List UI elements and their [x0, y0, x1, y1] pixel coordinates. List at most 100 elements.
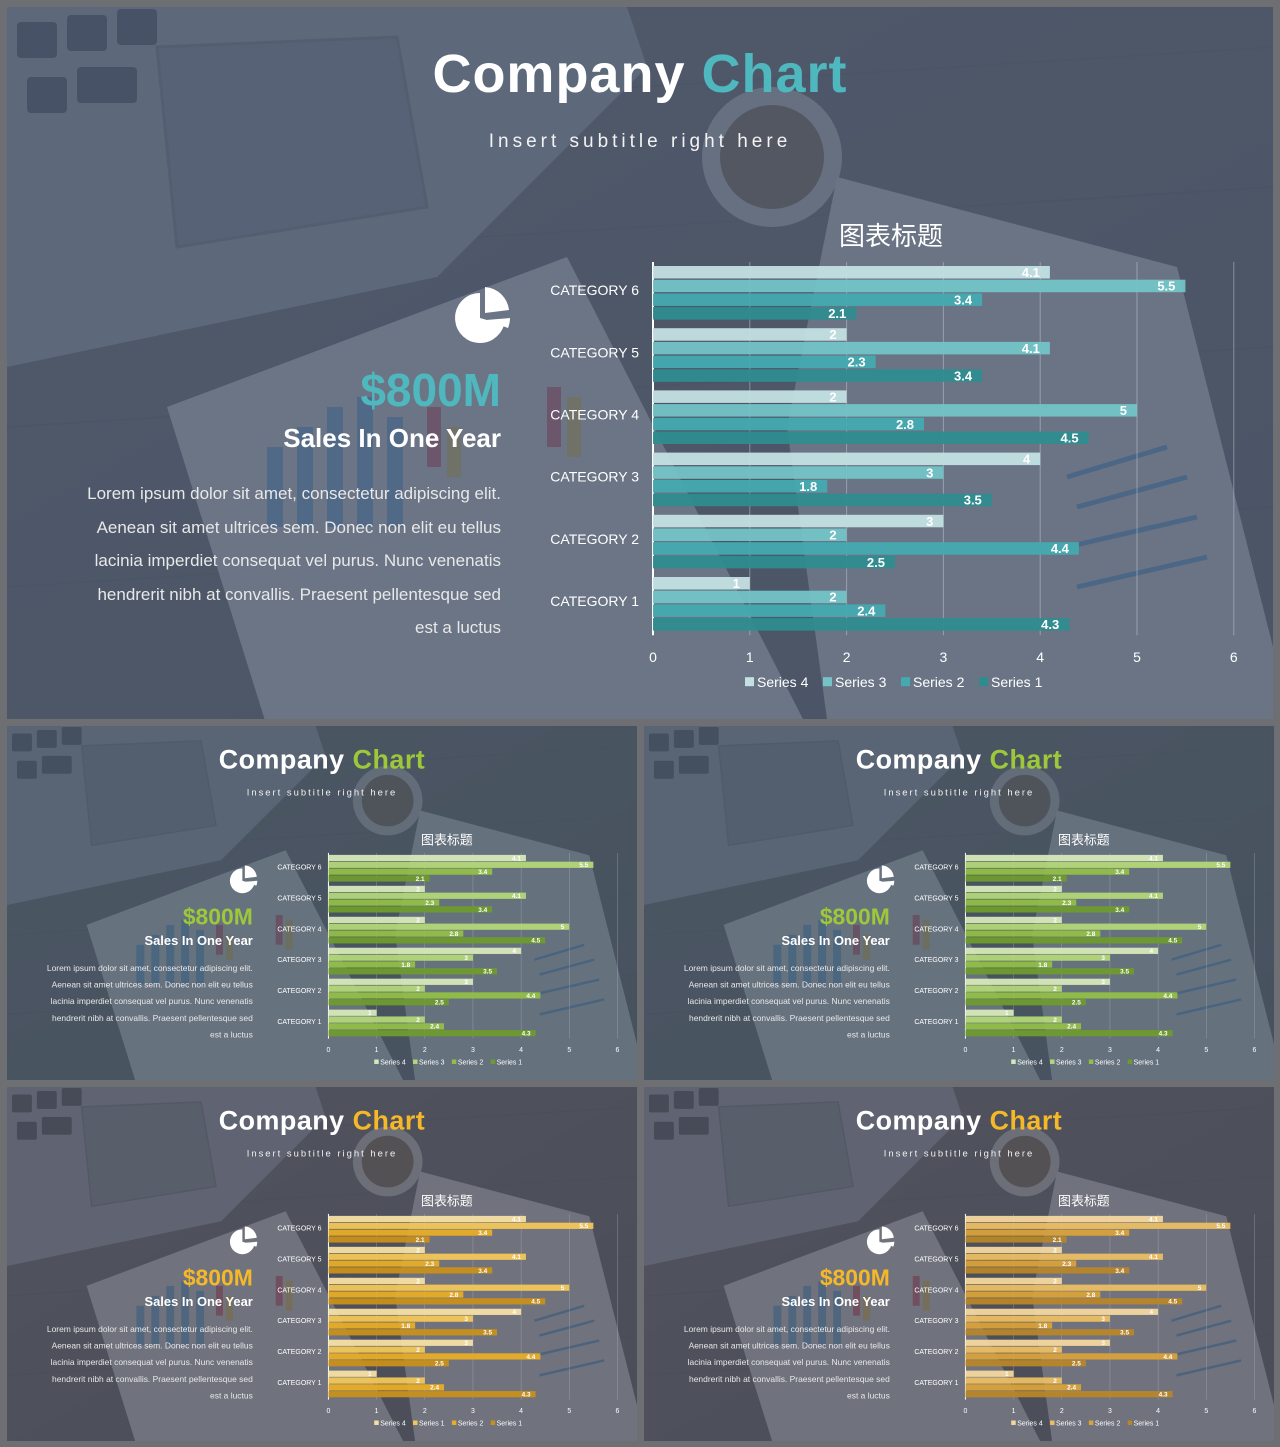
bar-series-2: [328, 961, 416, 968]
legend-label: Series 1: [419, 1420, 445, 1427]
bar-series-2: [653, 293, 983, 306]
data-label: 2: [416, 886, 420, 893]
data-label: 3: [1101, 955, 1105, 962]
bar-series-3: [653, 404, 1137, 417]
legend-swatch: [1088, 1420, 1094, 1425]
slide-thumbnail-yellow-2[interactable]: Company Chart Insert subtitle right here…: [644, 1087, 1274, 1441]
data-label: 4.1: [512, 1254, 521, 1261]
data-label: 5.5: [1157, 279, 1175, 294]
pie-chart-icon: [229, 1226, 258, 1255]
category-label: CATEGORY 3: [277, 957, 321, 964]
bar-series-4: [965, 1339, 1110, 1346]
data-label: 2.3: [425, 900, 434, 907]
desk-photo-background: [7, 7, 1273, 719]
bar-series-1: [328, 937, 546, 944]
bar-series-3: [965, 1016, 1062, 1023]
chart-title: 图表标题: [1058, 1194, 1110, 1209]
data-label: 2.3: [848, 355, 866, 370]
bar-series-1: [328, 999, 449, 1006]
legend-label: Series 2: [1095, 1059, 1121, 1066]
bar-series-3: [328, 1315, 473, 1322]
slide-subtitle: Insert subtitle right here: [246, 1148, 398, 1160]
x-tick-label: 0: [327, 1408, 331, 1415]
data-label: 3.4: [954, 368, 973, 383]
slide-thumbnail-green-1[interactable]: Company Chart Insert subtitle right here…: [7, 726, 637, 1080]
bar-series-3: [653, 466, 944, 479]
data-label: 1.8: [401, 1323, 410, 1330]
category-label: CATEGORY 4: [277, 926, 321, 933]
category-label: CATEGORY 1: [277, 1380, 321, 1387]
category-label: CATEGORY 1: [914, 1380, 958, 1387]
slide-thumbnail-yellow-1[interactable]: Company Chart Insert subtitle right here…: [7, 1087, 637, 1441]
data-label: 4.5: [531, 938, 540, 945]
data-label: 2.5: [867, 555, 885, 570]
bar-series-4: [653, 390, 847, 403]
data-label: 4.4: [1163, 1354, 1172, 1361]
data-label: 2.8: [449, 931, 458, 938]
category-label: CATEGORY 3: [914, 1318, 958, 1325]
bar-series-3: [328, 861, 594, 868]
bar-chart: 图表标题 0 1 2 3 4 5 6 CATEGORY 1 1 2 2.4 4.3 CATEGORY 2 3…: [550, 222, 1238, 690]
bar-series-2: [328, 1260, 440, 1267]
bar-series-4: [965, 1215, 1163, 1223]
sales-label: Sales In One Year: [144, 933, 253, 948]
x-tick-label: 3: [940, 649, 948, 665]
data-label: 4.5: [1168, 1299, 1177, 1306]
bar-series-3: [328, 1377, 425, 1384]
description-text: Lorem ipsum dolor sit amet, consectetur …: [46, 963, 253, 1040]
bar-series-3: [653, 590, 847, 604]
data-label: 1.8: [1038, 1323, 1047, 1330]
data-label: 3.4: [1115, 907, 1124, 914]
sales-label: Sales In One Year: [144, 1294, 253, 1309]
data-label: 2.1: [828, 306, 846, 321]
bar-series-3: [328, 1284, 570, 1291]
data-label: 2: [416, 986, 420, 993]
data-label: 3.4: [1115, 1230, 1124, 1237]
bar-series-1: [653, 618, 1070, 631]
legend-label: Series 3: [1056, 1420, 1082, 1427]
bar-series-1: [653, 493, 992, 507]
legend-swatch: [1050, 1059, 1055, 1064]
data-label: 2.3: [1062, 900, 1071, 907]
data-label: 3: [1101, 1316, 1105, 1323]
bar-series-2: [653, 542, 1079, 555]
slide-title: Company Chart: [7, 1105, 637, 1136]
description-text: Lorem ipsum dolor sit amet, consectetur …: [683, 963, 890, 1040]
bar-series-4: [965, 1246, 1062, 1254]
bar-series-3: [965, 923, 1207, 930]
bar-series-2: [965, 1023, 1082, 1030]
bar-series-1: [965, 875, 1067, 882]
x-tick-label: 5: [1133, 649, 1141, 665]
legend-label: Series 3: [419, 1059, 445, 1066]
bar-series-4: [328, 1246, 425, 1254]
x-tick-label: 1: [375, 1047, 379, 1054]
data-label: 3: [926, 465, 933, 480]
bar-series-3: [965, 1253, 1163, 1260]
x-tick-label: 4: [1156, 1408, 1160, 1415]
title-word-company: Company: [218, 744, 345, 775]
slide-thumbnail-green-2[interactable]: Company Chart Insert subtitle right here…: [644, 726, 1274, 1080]
data-label: 2: [416, 1378, 420, 1385]
slide-subtitle: Insert subtitle right here: [883, 787, 1035, 799]
x-tick-label: 6: [1253, 1047, 1257, 1054]
data-label: 4.5: [1061, 431, 1079, 446]
x-tick-label: 5: [567, 1047, 571, 1054]
bar-series-4: [328, 1009, 377, 1016]
data-label: 2: [416, 1017, 420, 1024]
data-label: 2: [1053, 1247, 1057, 1254]
legend-label: Series 1: [1134, 1059, 1160, 1066]
data-label: 2.3: [1062, 1261, 1071, 1268]
data-label: 5.5: [579, 862, 588, 869]
data-label: 4.3: [1041, 617, 1059, 632]
data-label: 2.4: [430, 1385, 439, 1392]
category-label: CATEGORY 1: [550, 593, 639, 609]
legend-swatch: [1127, 1420, 1133, 1425]
description-text: Lorem ipsum dolor sit amet, consectetur …: [87, 484, 501, 637]
bar-chart: 图表标题 0 1 2 3 4 5 6 CATEGORY 1 1 2 2.4 4.3 CATEGORY 2 3…: [914, 833, 1257, 1066]
description-text: Lorem ipsum dolor sit amet, consectetur …: [46, 1324, 253, 1401]
data-label: 2.1: [1053, 876, 1062, 883]
x-tick-label: 1: [1012, 1408, 1016, 1415]
bar-series-2: [328, 1023, 445, 1030]
category-label: CATEGORY 5: [550, 344, 639, 360]
pie-chart-icon: [866, 1226, 895, 1255]
